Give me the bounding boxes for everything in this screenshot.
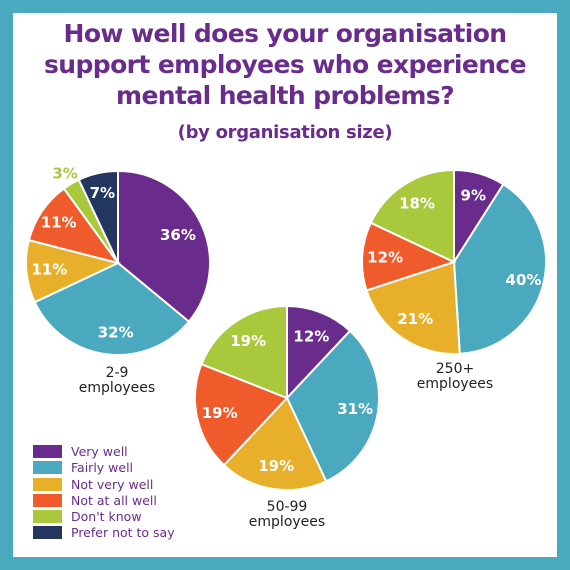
pie-slice-fairly-well xyxy=(452,182,547,355)
pie-chart-250-plus-employees: 9% 40% 21% 12% 18% xyxy=(361,168,547,355)
pie-slice-fairly-well xyxy=(285,329,380,483)
pie-slice-prefer-not-to-say xyxy=(77,169,119,264)
pie-data-label-fairly-well: 40% xyxy=(506,271,542,289)
pie-slice-not-at-all-well xyxy=(361,221,457,292)
legend-swatch xyxy=(33,477,62,491)
group-label-2-9-line-2: employees xyxy=(78,380,156,396)
pie-chart-50-99-employees: 12% 31% 19% 19% 19% xyxy=(194,304,380,491)
legend-item-dont-know: Don't know xyxy=(33,509,175,524)
group-label-250-plus-line-1: 250+ xyxy=(435,361,475,377)
legend-swatch xyxy=(33,493,62,507)
legend-label: Fairly well xyxy=(71,460,134,476)
pie-data-label-not-at-all-well: 11% xyxy=(41,214,77,232)
pie-slice-don-t-know xyxy=(200,304,288,400)
pie-data-label-fairly-well: 31% xyxy=(337,400,373,418)
pie-data-label-not-very-well: 19% xyxy=(258,457,294,475)
pie-slice-don-t-know xyxy=(369,168,455,264)
pie-data-label-very-well: 12% xyxy=(293,327,329,345)
legend-swatch xyxy=(33,461,62,475)
group-label-50-99-line-2: employees xyxy=(248,514,326,530)
pie-data-label-don-t-know: 3% xyxy=(52,165,77,183)
pie-slice-fairly-well xyxy=(33,261,191,356)
group-label-50-99-line-1: 50-99 xyxy=(266,499,308,515)
pie-slice-very-well xyxy=(117,169,211,324)
chart-title: How well does your organisation support … xyxy=(0,18,570,111)
legend: Very well Fairly well Not very well Not … xyxy=(33,444,175,542)
pie-chart-2-9-employees: 36% 32% 11% 11% 3% 7% xyxy=(25,165,211,356)
legend-label: Don't know xyxy=(71,509,142,525)
title-line-3: mental health problems? xyxy=(116,81,455,110)
pie-data-label-prefer-not-to-say: 7% xyxy=(90,184,115,202)
group-label-250-plus: 250+ employees xyxy=(400,362,510,392)
pie-slice-not-very-well xyxy=(365,260,461,355)
legend-item-very-well: Very well xyxy=(33,444,175,459)
chart-subtitle: (by organisation size) xyxy=(177,122,393,143)
group-label-50-99: 50-99 employees xyxy=(232,500,342,530)
pie-slice-very-well xyxy=(286,304,352,401)
legend-label: Not at all well xyxy=(71,492,157,508)
legend-item-not-at-all-well: Not at all well xyxy=(33,493,175,508)
legend-label: Not very well xyxy=(71,476,154,492)
legend-label: Very well xyxy=(71,444,128,459)
pie-data-label-not-at-all-well: 19% xyxy=(202,404,238,422)
legend-item-fairly-well: Fairly well xyxy=(33,460,175,475)
legend-item-not-very-well: Not very well xyxy=(33,477,175,492)
pie-slice-not-very-well xyxy=(222,396,328,491)
group-label-250-plus-line-2: employees xyxy=(416,376,494,392)
group-label-2-9: 2-9 employees xyxy=(62,366,172,396)
title-line-2: support employees who experience xyxy=(44,50,527,79)
pie-data-label-very-well: 36% xyxy=(160,226,196,244)
pie-data-label-don-t-know: 18% xyxy=(399,195,435,213)
legend-label: Prefer not to say xyxy=(71,525,175,541)
legend-swatch xyxy=(33,526,62,540)
pie-data-label-don-t-know: 19% xyxy=(230,332,266,350)
legend-swatch xyxy=(33,510,62,524)
legend-swatch xyxy=(33,445,62,458)
legend-item-prefer-not-to-say: Prefer not to say xyxy=(33,525,175,540)
pie-data-label-not-at-all-well: 12% xyxy=(367,249,403,267)
group-label-2-9-line-1: 2-9 xyxy=(105,365,129,381)
pie-data-label-not-very-well: 11% xyxy=(31,260,67,278)
pie-data-label-not-very-well: 21% xyxy=(397,310,433,328)
pie-data-label-very-well: 9% xyxy=(461,187,486,205)
pie-data-label-fairly-well: 32% xyxy=(98,324,134,342)
title-line-1: How well does your organisation xyxy=(63,19,508,48)
